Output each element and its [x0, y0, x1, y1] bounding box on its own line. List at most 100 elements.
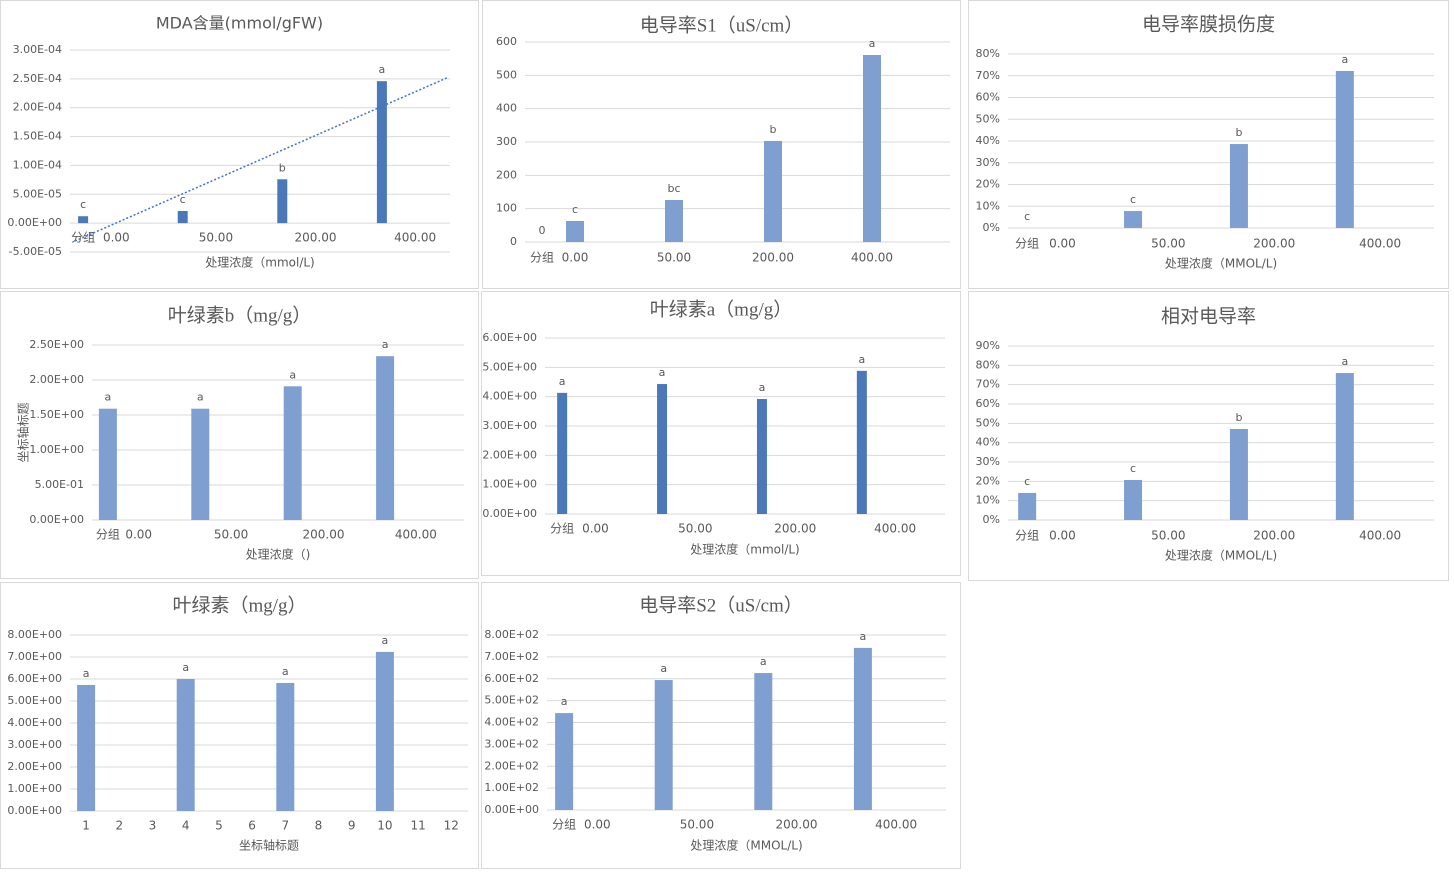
- bar: [176, 679, 195, 811]
- y-tick-label: 1.50E+00: [29, 408, 84, 421]
- x-tick-label: 3: [149, 819, 157, 833]
- x-tick-label: 400.00: [395, 528, 437, 542]
- x-tick-label: 6: [248, 819, 256, 833]
- x-tick-label: 0.00: [103, 231, 130, 245]
- bar: [665, 200, 683, 242]
- x-tick-label: 分组: [550, 522, 574, 536]
- data-label: b: [1235, 126, 1242, 139]
- y-tick-label: 70%: [976, 378, 1000, 391]
- bar: [1335, 373, 1354, 520]
- chart: 电导率S1（uS/cm） 0 100 200 300 400 500 600 分组 0.00 50.…: [482, 0, 961, 289]
- y-tick-label: 80%: [976, 358, 1000, 371]
- data-label: a: [282, 665, 289, 678]
- y-tick-label: 90%: [976, 339, 1000, 352]
- y-tick-label: 1.00E-04: [13, 158, 62, 171]
- y-tick-label: 10%: [976, 199, 1000, 212]
- x-tick-label: 1: [82, 819, 90, 833]
- y-tick-label: 8.00E+02: [484, 628, 539, 641]
- x-tick-label: 50.00: [680, 818, 714, 832]
- x-tick-label: 400.00: [875, 818, 917, 832]
- data-label: a: [559, 375, 566, 388]
- x-tick-label: 0.00: [582, 522, 609, 536]
- x-tick-label: 200.00: [1253, 529, 1295, 543]
- data-label: a: [561, 695, 568, 708]
- x-tick-label: 200.00: [303, 528, 345, 542]
- chart-title: 电导率S2（uS/cm）: [639, 594, 803, 616]
- data-label: bc: [667, 182, 680, 195]
- y-tick-label: 0.00E+00: [482, 507, 537, 520]
- y-tick-label: 500: [496, 68, 517, 81]
- x-axis-title: 坐标轴标题: [239, 838, 299, 853]
- y-tick-label: 200: [496, 168, 517, 181]
- y-tick-label: 2.00E+02: [484, 759, 539, 772]
- chart: 电导率S2（uS/cm） 0.00E+00 1.00E+02 2.00E+02 3.00…: [481, 582, 961, 869]
- data-label: c: [1024, 210, 1030, 223]
- y-tick-label: 600: [496, 35, 517, 48]
- data-label: c: [180, 193, 186, 206]
- x-tick-label: 分组: [96, 528, 120, 542]
- chart-title: 电导率膜损伤度: [1142, 13, 1275, 35]
- y-tick-label: 1.00E+02: [484, 781, 539, 794]
- bar: [557, 392, 568, 514]
- y-tick-label: 20%: [976, 178, 1000, 191]
- bar: [98, 408, 117, 520]
- data-label: b: [279, 161, 286, 174]
- data-label: a: [869, 37, 876, 50]
- y-tick-label: 6.00E+02: [484, 672, 539, 685]
- chart-panel: [968, 291, 1449, 581]
- x-tick-label: 400.00: [851, 251, 893, 265]
- x-axis-title: 处理浓度（mmol/L): [205, 255, 314, 270]
- y-tick-label: 3.00E+02: [484, 737, 539, 750]
- chart: 相对电导率 0% 10% 20% 30% 40% 50% 60% 70% 80% 90% 分组 0.00…: [968, 291, 1449, 581]
- y-tick-label: 0.00E+00: [484, 803, 539, 816]
- data-label: a: [759, 381, 766, 394]
- bar: [853, 647, 872, 810]
- chart-title: 相对电导率: [1161, 305, 1256, 327]
- data-label: c: [572, 203, 578, 216]
- y-tick-label: 3.00E+00: [7, 738, 62, 751]
- y-tick-label: 2.00E-04: [13, 101, 62, 114]
- x-tick-label: 分组: [1015, 529, 1039, 543]
- x-axis-title: 处理浓度（): [246, 547, 311, 562]
- y-tick-label: 0.00E+00: [7, 804, 62, 817]
- y-tick-label: 60%: [976, 91, 1000, 104]
- x-tick-label: 50.00: [678, 522, 712, 536]
- bar: [376, 356, 395, 520]
- chart-title: 叶绿素b（mg/g）: [168, 304, 312, 326]
- y-tick-label: 2.00E+00: [482, 448, 537, 461]
- y-tick-label: 70%: [976, 69, 1000, 82]
- y-tick-label: 6.00E+00: [7, 672, 62, 685]
- y-tick-label: 5.00E+00: [7, 694, 62, 707]
- data-label: a: [660, 662, 667, 675]
- bar: [177, 211, 188, 224]
- y-tick-label: 50%: [976, 416, 1000, 429]
- x-tick-label: 0.00: [125, 528, 152, 542]
- data-label: a: [182, 661, 189, 674]
- y-tick-label: 100: [496, 202, 517, 215]
- bar: [764, 141, 782, 242]
- y-tick-label: 2.00E+00: [7, 760, 62, 773]
- data-label: a: [659, 366, 666, 379]
- bar: [856, 370, 867, 514]
- x-tick-label: 400.00: [874, 522, 916, 536]
- y-tick-label: -5.00E-05: [9, 245, 62, 258]
- data-label: a: [83, 667, 90, 680]
- bar: [277, 179, 288, 224]
- bar: [1124, 211, 1143, 228]
- chart: 叶绿素（mg/g） 0.00E+00 1.00E+00 2.00E+00 3.00E+0…: [0, 582, 479, 869]
- x-tick-label: 400.00: [1359, 237, 1401, 251]
- x-tick-label: 5: [215, 819, 223, 833]
- x-tick-label: 400.00: [1359, 529, 1401, 543]
- y-tick-label: 4.00E+00: [7, 716, 62, 729]
- data-label: a: [760, 655, 767, 668]
- bar: [654, 680, 673, 810]
- bar: [276, 682, 295, 811]
- y-tick-label: 40%: [976, 436, 1000, 449]
- x-tick-label: 200.00: [1253, 237, 1295, 251]
- y-tick-label: 5.00E+02: [484, 694, 539, 707]
- x-tick-label: 50.00: [657, 251, 691, 265]
- x-tick-label: 50.00: [199, 231, 233, 245]
- y-tick-label: 1.50E-04: [13, 130, 62, 143]
- y-tick-label: 2.50E+00: [29, 338, 84, 351]
- y-tick-label: 20%: [976, 474, 1000, 487]
